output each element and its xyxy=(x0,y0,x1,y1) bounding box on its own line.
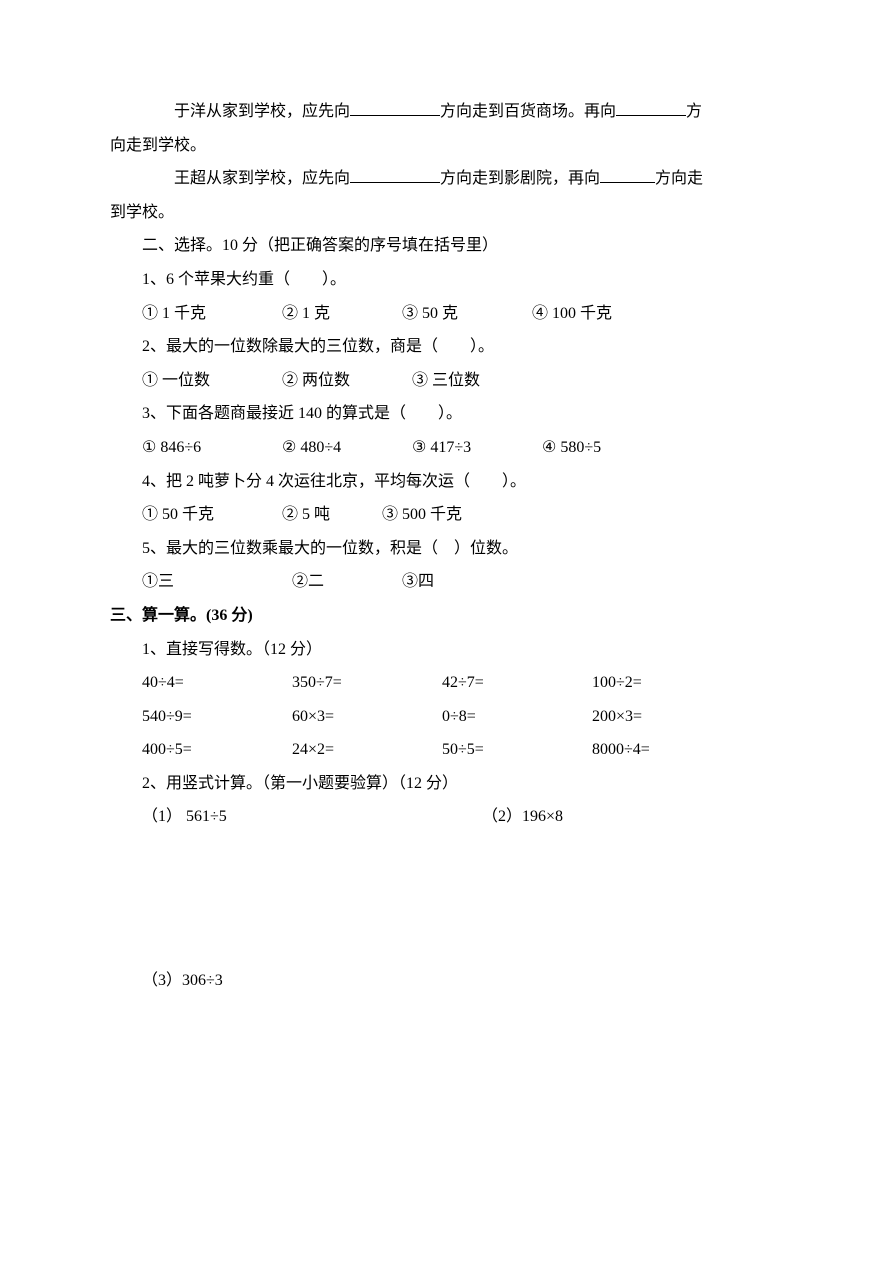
blank-field[interactable] xyxy=(350,166,440,184)
s3q2-text: 2、用竖式计算。（第一小题要验算）（12 分） xyxy=(142,767,782,801)
blank-field[interactable] xyxy=(616,98,686,116)
q5-opt2: ②二 xyxy=(292,565,402,599)
q1-opt1: ① 1 千克 xyxy=(142,297,282,331)
workspace xyxy=(142,834,782,964)
problem-row-2: （3）306÷3 xyxy=(142,964,782,998)
q1-text: 1、6 个苹果大约重（ ）。 xyxy=(142,263,782,297)
text: 方向走到影剧院，再向 xyxy=(440,170,600,187)
calc-cell: 60×3= xyxy=(292,700,442,734)
calc-cell: 42÷7= xyxy=(442,666,592,700)
section3-header: 三、算一算。(36 分) xyxy=(110,599,782,633)
q2-text: 2、最大的一位数除最大的三位数，商是（ ）。 xyxy=(142,330,782,364)
q5-options: ①三 ②二 ③四 xyxy=(142,565,782,599)
q1-opt3: ③ 50 克 xyxy=(402,297,532,331)
q5-opt1: ①三 xyxy=(142,565,292,599)
calc-cell: 50÷5= xyxy=(442,733,592,767)
q3-opt3: ③ 417÷3 xyxy=(412,431,542,465)
q3-opt2: ② 480÷4 xyxy=(282,431,412,465)
q2-opt3: ③ 三位数 xyxy=(412,364,542,398)
fill-line-4: 到学校。 xyxy=(110,196,782,230)
problem-row-1: （1） 561÷5 （2）196×8 xyxy=(142,800,782,834)
q1-options: ① 1 千克 ② 1 克 ③ 50 克 ④ 100 千克 xyxy=(142,297,782,331)
blank-field[interactable] xyxy=(350,98,440,116)
calc-cell: 100÷2= xyxy=(592,666,742,700)
calc-cell: 0÷8= xyxy=(442,700,592,734)
q4-opt1: ① 50 千克 xyxy=(142,498,282,532)
q4-text: 4、把 2 吨萝卜分 4 次运往北京，平均每次运（ ）。 xyxy=(142,465,782,499)
text: 方向走 xyxy=(655,170,703,187)
prob2-label: （2） xyxy=(482,808,522,825)
q3-options: ① 846÷6 ② 480÷4 ③ 417÷3 ④ 580÷5 xyxy=(142,431,782,465)
calc-cell: 540÷9= xyxy=(142,700,292,734)
q5-text: 5、最大的三位数乘最大的一位数，积是（ ）位数。 xyxy=(142,532,782,566)
calc-cell: 24×2= xyxy=(292,733,442,767)
q4-opt2: ② 5 吨 xyxy=(282,498,382,532)
q2-opt2: ② 两位数 xyxy=(282,364,412,398)
text: 方向走到百货商场。再向 xyxy=(440,103,616,120)
calc-cell: 40÷4= xyxy=(142,666,292,700)
s3q1-text: 1、直接写得数。（12 分） xyxy=(142,633,782,667)
q5-opt3: ③四 xyxy=(402,565,434,599)
calc-cell: 200×3= xyxy=(592,700,742,734)
prob2-expr: 196×8 xyxy=(522,808,563,825)
q4-options: ① 50 千克 ② 5 吨 ③ 500 千克 xyxy=(142,498,782,532)
calc-cell: 350÷7= xyxy=(292,666,442,700)
text: 于洋从家到学校，应先向 xyxy=(174,103,350,120)
section2-header: 二、选择。10 分（把正确答案的序号填在括号里） xyxy=(142,229,782,263)
text: 王超从家到学校，应先向 xyxy=(174,170,350,187)
q4-opt3: ③ 500 千克 xyxy=(382,498,512,532)
prob3-expr: 306÷3 xyxy=(182,972,223,989)
q3-opt1: ① 846÷6 xyxy=(142,431,282,465)
prob1-expr: 561÷5 xyxy=(182,808,227,825)
q2-opt1: ① 一位数 xyxy=(142,364,282,398)
blank-field[interactable] xyxy=(600,166,655,184)
q1-opt4: ④ 100 千克 xyxy=(532,297,672,331)
fill-line-2: 向走到学校。 xyxy=(110,129,782,163)
q3-text: 3、下面各题商最接近 140 的算式是（ ）。 xyxy=(142,397,782,431)
q2-options: ① 一位数 ② 两位数 ③ 三位数 xyxy=(142,364,782,398)
calc-grid: 40÷4= 350÷7= 42÷7= 100÷2= 540÷9= 60×3= 0… xyxy=(142,666,782,767)
q1-opt2: ② 1 克 xyxy=(282,297,402,331)
fill-paragraph-1: 于洋从家到学校，应先向 方向走到百货商场。再向 方 xyxy=(142,95,782,129)
calc-cell: 400÷5= xyxy=(142,733,292,767)
text: 方 xyxy=(686,103,702,120)
prob3-label: （3） xyxy=(142,972,182,989)
prob1-label: （1） xyxy=(142,808,182,825)
calc-cell: 8000÷4= xyxy=(592,733,742,767)
fill-paragraph-2: 王超从家到学校，应先向 方向走到影剧院，再向 方向走 xyxy=(142,162,782,196)
q3-opt4: ④ 580÷5 xyxy=(542,431,672,465)
